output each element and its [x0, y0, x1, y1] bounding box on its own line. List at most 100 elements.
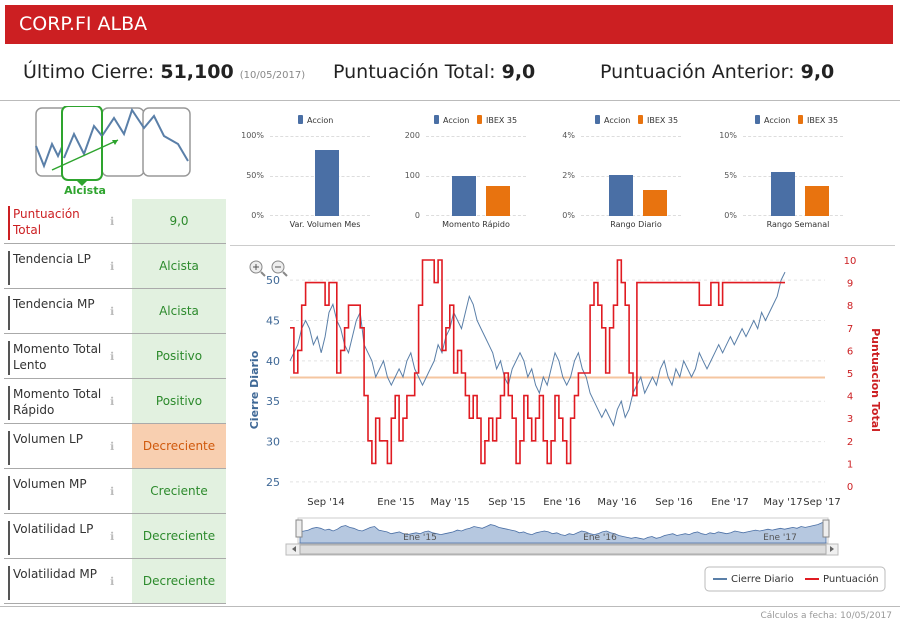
y-tick: 0%: [724, 211, 737, 220]
indicator-row: Volatilidad LP ℹ Decreciente: [4, 514, 226, 559]
indicator-row: Volumen LP ℹ Decreciente: [4, 424, 226, 469]
y-tick-left: 25: [266, 476, 280, 489]
legend-close: Cierre Diario: [731, 574, 794, 585]
last-close-label: Último Cierre:: [23, 61, 155, 83]
navigator-tick: Ene '15: [403, 533, 437, 543]
info-icon[interactable]: ℹ: [110, 215, 115, 228]
navigator-tick: Ene '16: [583, 533, 617, 543]
footer-divider: [0, 606, 900, 607]
mini-xlabel: Rango Semanal: [766, 220, 830, 229]
company-title: CORP.FI ALBA: [19, 13, 148, 35]
indicator-label: Tendencia LP: [8, 251, 103, 285]
y-tick-right: 4: [847, 392, 853, 403]
page-header: CORP.FI ALBA: [5, 5, 893, 44]
info-icon[interactable]: ℹ: [110, 440, 115, 453]
y-tick-right: 3: [847, 414, 853, 425]
indicator-value: Decreciente: [132, 514, 226, 558]
last-close-date: (10/05/2017): [239, 70, 306, 81]
indicator-value: Positivo: [132, 379, 226, 423]
indicator-label: Volumen LP: [8, 431, 103, 465]
x-tick: May '16: [597, 497, 636, 508]
mini-chart-weekly-range: Accion IBEX 35 10% 5% 0% Rango Semanal: [715, 106, 865, 234]
indicator-row: Tendencia LP ℹ Alcista: [4, 244, 226, 289]
y-tick-right: 5: [847, 369, 853, 380]
y-tick-left: 40: [266, 355, 280, 368]
mini-xlabel: Var. Volumen Mes: [289, 220, 361, 229]
trend-icon: [35, 106, 191, 186]
legend-accion: Accion: [764, 116, 791, 125]
indicator-row: Momento Total Lento ℹ Positivo: [4, 334, 226, 379]
indicator-table: Puntuación Total ℹ 9,0 Tendencia LP ℹ Alcist…: [4, 199, 226, 604]
x-tick: Ene '15: [377, 497, 414, 508]
navigator-handle-right: [822, 519, 830, 538]
total-score-value: 9,0: [501, 61, 536, 83]
bar-accion: [609, 175, 633, 216]
info-icon[interactable]: ℹ: [110, 395, 115, 408]
indicator-value: Alcista: [132, 244, 226, 288]
indicator-value: 9,0: [132, 199, 226, 243]
total-score-label: Puntuación Total:: [333, 61, 496, 83]
y-tick-left: 30: [266, 436, 280, 449]
info-icon[interactable]: ℹ: [110, 530, 115, 543]
y-tick-right: 10: [844, 256, 857, 267]
mini-charts: Accion 100% 50% 0% Var. Volumen Mes Acci…: [230, 106, 895, 234]
info-icon[interactable]: ℹ: [110, 260, 115, 273]
y-tick-left: 35: [266, 395, 280, 408]
legend-ibex: IBEX 35: [646, 116, 679, 125]
x-tick: May '15: [430, 497, 469, 508]
total-score: Puntuación Total: 9,0: [333, 61, 535, 83]
y-tick-right: 7: [847, 324, 853, 335]
info-icon[interactable]: ℹ: [110, 575, 115, 588]
navigator-scroll-thumb: [299, 544, 827, 555]
y-tick: 2%: [562, 171, 575, 180]
calc-date: Cálculos a fecha: 10/05/2017: [760, 611, 892, 621]
previous-score-label: Puntuación Anterior:: [600, 61, 795, 83]
chart-legend[interactable]: Cierre Diario Puntuación: [704, 566, 886, 592]
mini-xlabel: Momento Rápido: [442, 220, 510, 229]
indicator-label: Momento Total Rápido: [8, 386, 103, 420]
divider: [230, 245, 895, 246]
indicator-value: Decreciente: [132, 424, 226, 468]
indicator-value: Creciente: [132, 469, 226, 513]
bar-accion: [315, 150, 339, 216]
previous-score: Puntuación Anterior: 9,0: [600, 61, 834, 83]
info-icon[interactable]: ℹ: [110, 305, 115, 318]
summary-bar: Último Cierre: 51,100 (10/05/2017) Puntu…: [0, 44, 900, 101]
x-tick: Ene '16: [543, 497, 580, 508]
legend-accion: Accion: [443, 116, 470, 125]
info-icon[interactable]: ℹ: [110, 350, 115, 363]
y-tick-right: 0: [847, 482, 853, 493]
plot-area: [270, 136, 370, 216]
x-tick: Ene '17: [711, 497, 748, 508]
indicator-value: Decreciente: [132, 559, 226, 603]
price-score-chart: Cierre Diario Puntuacion Total 253035404…: [248, 256, 886, 592]
indicator-label: Momento Total Lento: [8, 341, 103, 375]
navigator[interactable]: Ene '15 Ene '16 Ene '17: [285, 517, 839, 556]
y-tick: 100: [404, 171, 420, 180]
series-puntuacion: [290, 259, 785, 465]
y-tick-right: 6: [847, 346, 853, 357]
y-tick: 50%: [246, 171, 264, 180]
x-tick: Sep '14: [307, 497, 345, 508]
bar-accion: [452, 176, 476, 216]
zoom-out-icon[interactable]: [271, 260, 288, 277]
mini-xlabel: Rango Diario: [610, 220, 662, 229]
navigator-handle-left: [295, 519, 303, 538]
indicator-label: Tendencia MP: [8, 296, 103, 330]
indicator-row: Volatilidad MP ℹ Decreciente: [4, 559, 226, 604]
x-tick: Sep '17: [803, 497, 841, 508]
indicator-value: Positivo: [132, 334, 226, 378]
navigator-series: [299, 521, 827, 544]
legend-accion: Accion: [307, 116, 334, 125]
zoom-in-icon[interactable]: [249, 260, 266, 277]
info-icon[interactable]: ℹ: [110, 485, 115, 498]
indicator-label: Volatilidad LP: [8, 521, 103, 555]
y-axis-label-left: Cierre Diario: [248, 350, 261, 429]
bar-ibex: [805, 186, 829, 216]
legend-ibex: IBEX 35: [485, 116, 518, 125]
y-axis-label-right: Puntuacion Total: [869, 328, 882, 432]
legend-score: Puntuación: [823, 573, 879, 585]
indicator-row: Volumen MP ℹ Creciente: [4, 469, 226, 514]
trend-label: Alcista: [64, 184, 106, 197]
plot-area: [426, 136, 526, 216]
